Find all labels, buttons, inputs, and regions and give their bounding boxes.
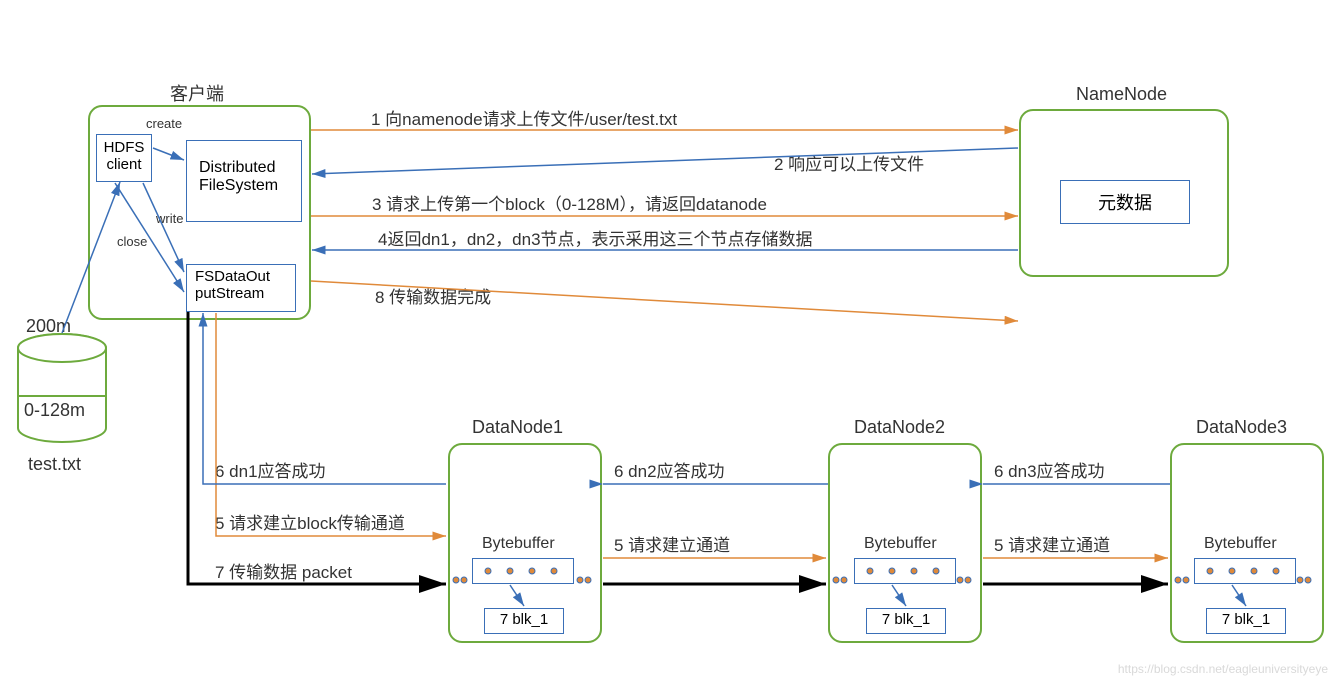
dn1-buffer-box [472, 558, 574, 584]
edge-5c: 5 请求建立通道 [994, 531, 1110, 556]
edge-5a: 5 请求建立block传输通道 [215, 509, 405, 534]
edge-4: 4返回dn1，dn2，dn3节点，表示采用这三个节点存储数据 [378, 225, 813, 250]
create-label: create [146, 116, 182, 131]
edge-6b: 6 dn2应答成功 [614, 457, 725, 482]
fsout-box: FSDataOut putStream [186, 264, 296, 312]
dn2-bytebuffer: Bytebuffer [864, 535, 937, 553]
dn2-blk-label: 7 blk_1 [882, 611, 930, 628]
dn3-blk-box: 7 blk_1 [1206, 608, 1286, 634]
hdfs-client-label: HDFS client [104, 139, 145, 173]
fsout-label: FSDataOut putStream [195, 268, 270, 302]
file-name-label: test.txt [28, 454, 81, 475]
edge-5b: 5 请求建立通道 [614, 531, 730, 556]
edge-6c: 6 dn3应答成功 [994, 457, 1105, 482]
file-block-label: 0-128m [24, 400, 85, 421]
dn1-blk-box: 7 blk_1 [484, 608, 564, 634]
dn2-buffer-box [854, 558, 956, 584]
metadata-label: 元数据 [1098, 193, 1152, 213]
file-size-label: 200m [26, 316, 71, 337]
metadata-box: 元数据 [1060, 180, 1190, 224]
dn2-title: DataNode2 [854, 417, 945, 438]
edge-1: 1 向namenode请求上传文件/user/test.txt [371, 105, 677, 130]
dn3-blk-label: 7 blk_1 [1222, 611, 1270, 628]
dn1-bytebuffer: Bytebuffer [482, 535, 555, 553]
distfs-box: Distributed FileSystem [186, 140, 302, 222]
edge-2: 2 响应可以上传文件 [774, 150, 924, 175]
edge-7: 7 传输数据 packet [215, 558, 352, 583]
edge-8: 8 传输数据完成 [375, 283, 491, 308]
write-label: write [156, 211, 183, 226]
dn3-bytebuffer: Bytebuffer [1204, 535, 1277, 553]
distfs-label: Distributed FileSystem [199, 159, 278, 194]
dn1-title: DataNode1 [472, 417, 563, 438]
namenode-title: NameNode [1076, 84, 1167, 105]
dn3-title: DataNode3 [1196, 417, 1287, 438]
edge-6a: 6 dn1应答成功 [215, 457, 326, 482]
client-title: 客户端 [170, 80, 224, 106]
edge-3: 3 请求上传第一个block（0-128M），请返回datanode [372, 190, 767, 215]
dn2-blk-box: 7 blk_1 [866, 608, 946, 634]
close-label: close [117, 234, 147, 249]
hdfs-client-box: HDFS client [96, 134, 152, 182]
dn3-buffer-box [1194, 558, 1296, 584]
dn1-blk-label: 7 blk_1 [500, 611, 548, 628]
watermark: https://blog.csdn.net/eagleuniversityeye [1118, 662, 1328, 676]
